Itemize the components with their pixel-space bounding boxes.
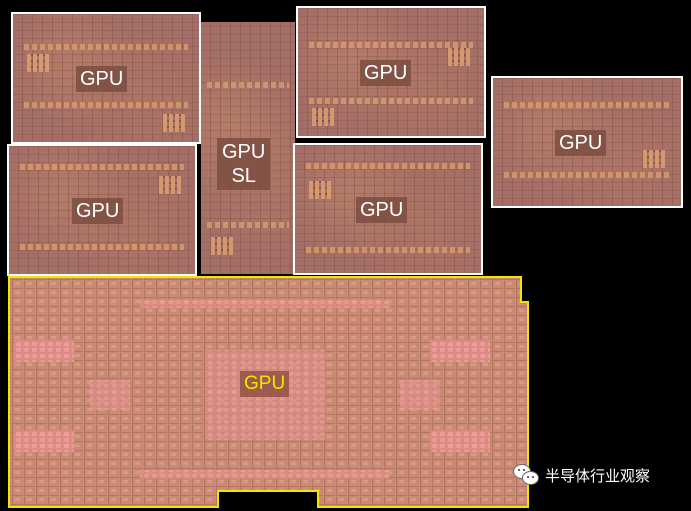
die-top-left: GPU: [11, 12, 201, 144]
die-label: GPU: [240, 371, 290, 397]
die-middle: GPU: [293, 143, 483, 275]
die-label: GPU: [72, 198, 124, 224]
die-label: GPU: [360, 60, 412, 86]
die-gpu-sl: GPU SL: [201, 22, 295, 274]
die-label: GPU SL: [217, 138, 271, 190]
wechat-icon: [513, 464, 539, 486]
die-middle-left: GPU: [7, 144, 197, 276]
die-top-middle: GPU: [296, 6, 486, 138]
die-label: GPU: [356, 197, 408, 223]
watermark-text: 半导体行业观察: [545, 466, 651, 485]
die-right: GPU: [491, 76, 683, 208]
watermark: 半导体行业观察: [513, 463, 650, 487]
die-label: GPU: [76, 66, 128, 92]
die-label: GPU: [555, 130, 607, 156]
